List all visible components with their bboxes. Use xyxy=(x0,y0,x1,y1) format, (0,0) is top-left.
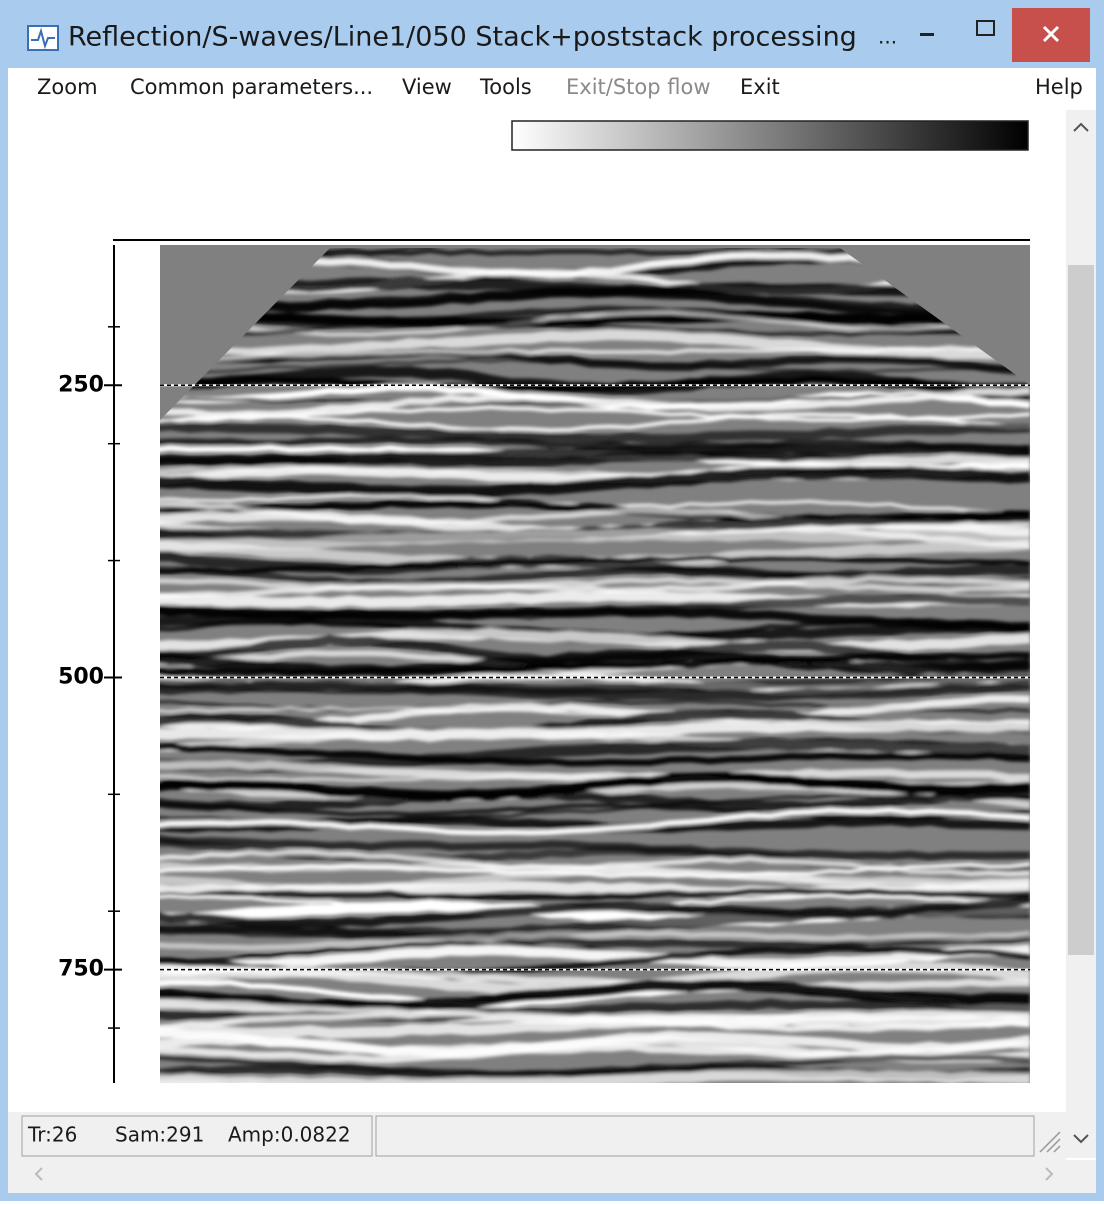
status-text: Tr:26 xyxy=(27,1123,77,1147)
reflector xyxy=(160,944,1030,973)
reflector xyxy=(160,807,1030,836)
scroll-thumb[interactable] xyxy=(1068,265,1094,955)
reflector xyxy=(160,575,1030,599)
menu-item[interactable]: Common parameters... xyxy=(130,75,373,99)
scroll-up[interactable] xyxy=(1073,122,1089,132)
reflector xyxy=(160,555,1030,575)
reflector xyxy=(160,929,1030,951)
y-tick-label: 750 xyxy=(58,957,104,982)
reflector xyxy=(160,454,1030,485)
window-title: Reflection/S-waves/Line1/050 Stack+posts… xyxy=(68,22,857,53)
status-field xyxy=(21,1115,373,1157)
size-grip xyxy=(1039,1131,1061,1153)
reflector xyxy=(160,815,1030,833)
reflector xyxy=(160,282,1030,315)
reflector xyxy=(160,375,1030,393)
menu-item[interactable]: Help xyxy=(1035,75,1083,99)
menu-item: Exit/Stop flow xyxy=(566,75,711,99)
reflector xyxy=(160,1013,1030,1039)
color-bar xyxy=(511,120,1029,151)
reflector xyxy=(160,772,1030,801)
scroll-down[interactable] xyxy=(1073,1134,1089,1144)
reflector xyxy=(160,788,1030,813)
reflector xyxy=(160,358,1030,376)
reflector xyxy=(160,679,1030,702)
reflector xyxy=(160,436,1030,453)
menu-item[interactable]: Zoom xyxy=(37,75,98,99)
reflector xyxy=(160,527,1030,554)
menu-bar xyxy=(8,68,1096,108)
scroll-left[interactable] xyxy=(34,1167,43,1181)
reflector xyxy=(160,979,1030,1012)
reflector xyxy=(160,593,1030,621)
status-field xyxy=(375,1115,1035,1157)
reflector xyxy=(160,420,1030,444)
maximize-button[interactable] xyxy=(976,20,995,36)
reflector xyxy=(160,651,1030,677)
horizontal-scrollbar[interactable] xyxy=(8,1160,1096,1193)
reflector xyxy=(160,321,1030,343)
reflector xyxy=(160,466,1030,499)
seismic-section xyxy=(160,248,1030,1083)
status-bar xyxy=(8,1112,1066,1160)
reflector xyxy=(160,833,1030,861)
reflector xyxy=(160,329,1030,360)
minimize-button[interactable] xyxy=(920,33,934,36)
menu-item[interactable]: Exit xyxy=(740,75,780,99)
title-extra[interactable]: ... xyxy=(878,25,897,49)
reflector xyxy=(160,412,1030,433)
reflector xyxy=(160,1040,1030,1064)
status-text: Sam:291 xyxy=(115,1123,204,1147)
menu-item[interactable]: Tools xyxy=(479,75,532,99)
scroll-right[interactable] xyxy=(1045,1167,1054,1181)
close-icon xyxy=(1042,25,1060,43)
reflector xyxy=(160,742,1030,767)
menu-item[interactable]: View xyxy=(402,75,452,99)
reflector xyxy=(160,1069,1030,1083)
reflector xyxy=(160,862,1030,879)
reflector xyxy=(160,925,1030,950)
status-text: Amp:0.0822 xyxy=(228,1123,351,1147)
app-icon-wave xyxy=(31,27,55,50)
reflector xyxy=(160,649,1030,678)
reflector xyxy=(160,1030,1030,1059)
y-tick-label: 250 xyxy=(58,372,104,397)
reflector xyxy=(160,310,1030,328)
reflector xyxy=(160,576,1030,594)
reflector xyxy=(160,887,1030,901)
y-tick-label: 500 xyxy=(58,664,104,689)
reflector xyxy=(160,387,1030,419)
reflector xyxy=(160,345,1030,362)
